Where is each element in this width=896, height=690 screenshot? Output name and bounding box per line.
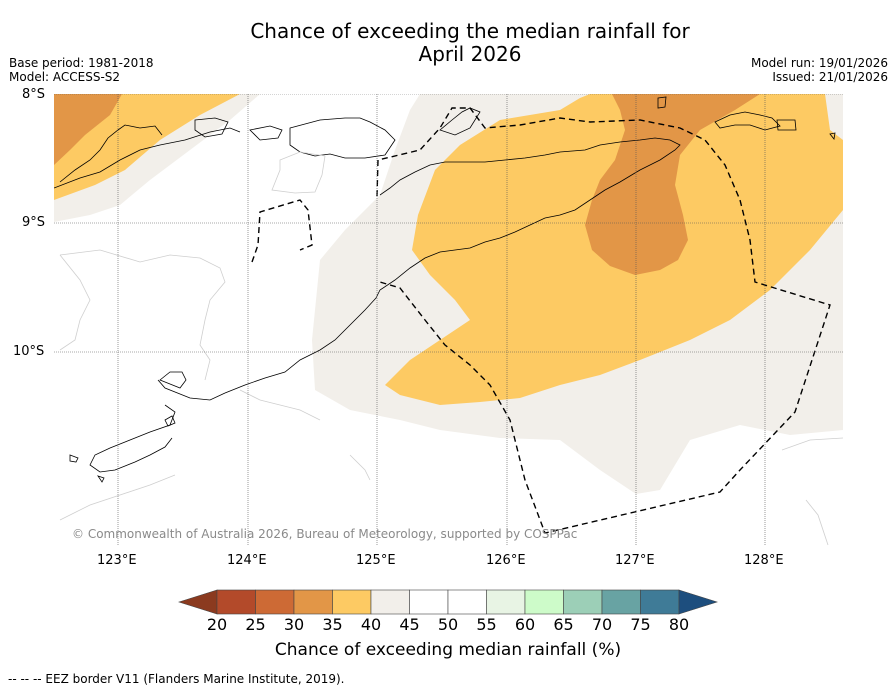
colorbar-40-45 xyxy=(370,589,410,615)
colorbar-tick: 45 xyxy=(399,615,420,634)
colorbar-55-60 xyxy=(486,589,526,615)
colorbar-tick: 60 xyxy=(514,615,536,634)
colorbar-tick: 35 xyxy=(322,615,343,634)
colorbar-tick: 75 xyxy=(630,615,651,634)
colorbar-tick: 55 xyxy=(476,615,497,634)
model-name: Model: ACCESS-S2 xyxy=(9,70,121,84)
colorbar-title: Chance of exceeding median rainfall (%) xyxy=(274,640,622,660)
colorbar-60-65 xyxy=(524,589,564,615)
colorbar xyxy=(178,589,718,615)
map-title-line1: Chance of exceeding the median rainfall … xyxy=(250,19,690,43)
colorbar-70-75 xyxy=(601,589,641,615)
lon-label-124e: 124°E xyxy=(227,553,267,568)
model-run: Model run: 19/01/2026 xyxy=(750,56,888,70)
eez-footnote: -- -- -- EEZ border V11 (Flanders Marine… xyxy=(8,672,345,686)
lon-label-123e: 123°E xyxy=(97,553,137,568)
colorbar-tick: 80 xyxy=(668,615,690,634)
colorbar-30-35 xyxy=(293,589,333,615)
lat-label-8s: 8°S xyxy=(22,87,46,102)
colorbar-75-80 xyxy=(640,589,680,615)
zone-30-35-nw xyxy=(54,94,122,165)
map-title-line2: April 2026 xyxy=(418,42,522,66)
colorbar-50-55 xyxy=(447,589,487,615)
colorbar-tick: 40 xyxy=(360,615,382,634)
base-period: Base period: 1981-2018 xyxy=(9,56,154,70)
colorbar-35-40 xyxy=(332,589,372,615)
lon-label-125e: 125°E xyxy=(356,553,396,568)
colorbar-above-80 xyxy=(678,589,718,615)
lon-label-127e: 127°E xyxy=(615,553,655,568)
lat-label-10s: 10°S xyxy=(13,344,45,359)
copyright-notice: © Commonwealth of Australia 2026, Bureau… xyxy=(72,527,578,541)
coastlines xyxy=(54,96,836,483)
colorbar-20-25 xyxy=(216,589,256,615)
colorbar-below-20 xyxy=(178,589,218,615)
colorbar-45-50 xyxy=(409,589,449,615)
lon-label-128e: 128°E xyxy=(744,553,784,568)
lon-label-126e: 126°E xyxy=(486,553,526,568)
colorbar-tick: 65 xyxy=(553,615,574,634)
colorbar-65-70 xyxy=(563,589,603,615)
colorbar-tick: 70 xyxy=(591,615,613,634)
issued-date: Issued: 21/01/2026 xyxy=(772,70,888,84)
lat-label-9s: 9°S xyxy=(22,215,46,230)
colorbar-tick: 20 xyxy=(206,615,228,634)
land-outlines xyxy=(59,151,843,546)
colorbar-tick: 50 xyxy=(437,615,459,634)
colorbar-tick: 30 xyxy=(283,615,305,634)
colorbar-25-30 xyxy=(255,589,295,615)
eez-border xyxy=(251,107,831,534)
zone-30-35-core xyxy=(585,94,760,275)
colorbar-tick: 25 xyxy=(245,615,266,634)
graticule xyxy=(54,94,843,546)
